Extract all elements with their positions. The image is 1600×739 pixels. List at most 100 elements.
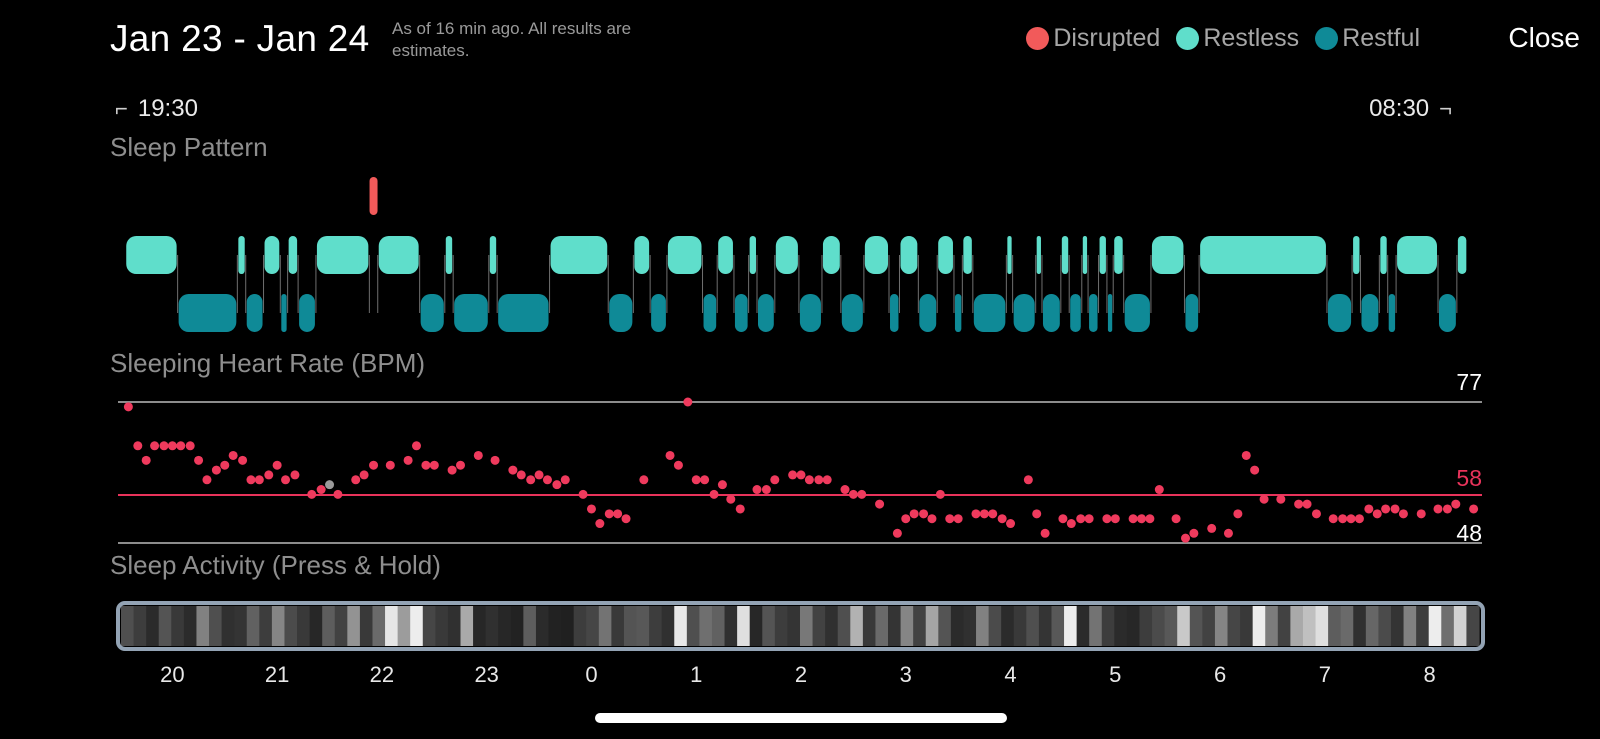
hr-point bbox=[613, 509, 623, 519]
hr-point bbox=[123, 402, 133, 412]
restless-segment bbox=[489, 236, 497, 274]
restless-segment bbox=[1036, 236, 1041, 274]
home-indicator[interactable] bbox=[595, 713, 1007, 723]
restful-dot-icon bbox=[1315, 27, 1339, 50]
tick-label: 3 bbox=[899, 662, 912, 687]
activity-bar bbox=[1152, 606, 1166, 646]
hr-point bbox=[490, 455, 500, 465]
activity-bar bbox=[221, 606, 235, 646]
activity-bar bbox=[1076, 606, 1090, 646]
restful-segment bbox=[246, 294, 263, 332]
hr-point bbox=[159, 441, 169, 451]
activity-bar bbox=[410, 606, 424, 646]
heart-rate-title: Sleeping Heart Rate (BPM) bbox=[110, 348, 426, 378]
hr-point bbox=[726, 494, 736, 504]
hr-point bbox=[1181, 533, 1191, 543]
hr-point bbox=[586, 504, 596, 514]
sleep-activity-chart[interactable] bbox=[116, 601, 1485, 651]
activity-bar bbox=[674, 606, 688, 646]
activity-bar bbox=[976, 606, 990, 646]
activity-bar bbox=[1403, 606, 1417, 646]
hr-point bbox=[526, 475, 536, 485]
activity-bar bbox=[146, 606, 160, 646]
hr-point bbox=[673, 460, 683, 470]
hr-point bbox=[840, 485, 850, 495]
activity-bar bbox=[1013, 606, 1027, 646]
activity-bar bbox=[1064, 606, 1078, 646]
activity-bar bbox=[913, 606, 927, 646]
hr-avg-label: 58 bbox=[1456, 465, 1482, 491]
close-button[interactable]: Close bbox=[1508, 22, 1580, 53]
activity-bar bbox=[699, 606, 713, 646]
activity-bar bbox=[1139, 606, 1153, 646]
activity-bar bbox=[246, 606, 260, 646]
hr-point bbox=[752, 485, 762, 495]
restless-segment bbox=[1353, 236, 1360, 274]
restless-segment bbox=[775, 236, 798, 274]
activity-bar bbox=[1315, 606, 1329, 646]
restful-segment bbox=[1438, 294, 1456, 332]
activity-bar bbox=[460, 606, 474, 646]
restless-segment bbox=[1099, 236, 1106, 274]
hr-point bbox=[1076, 514, 1086, 524]
hr-point bbox=[578, 489, 588, 499]
restful-segment bbox=[609, 294, 633, 332]
hr-point bbox=[351, 475, 361, 485]
hr-point bbox=[176, 441, 186, 451]
restless-dot-icon bbox=[1176, 27, 1200, 50]
restful-segment bbox=[178, 294, 237, 332]
hr-point bbox=[927, 514, 937, 524]
legend-restless-label: Restless bbox=[1203, 24, 1300, 52]
restful-segment bbox=[1070, 294, 1081, 332]
hr-point bbox=[456, 460, 465, 470]
activity-bar bbox=[950, 606, 965, 646]
restful-segment bbox=[1361, 294, 1379, 332]
hr-point bbox=[804, 475, 814, 485]
legend-disrupted: Disrupted bbox=[1026, 24, 1160, 53]
activity-bar bbox=[322, 606, 336, 646]
hr-point bbox=[473, 450, 483, 460]
hr-point bbox=[665, 450, 675, 460]
tick-label: 0 bbox=[585, 662, 598, 687]
hr-point bbox=[875, 499, 885, 509]
activity-bar bbox=[447, 606, 462, 646]
hr-point bbox=[909, 509, 919, 519]
activity-bar bbox=[1416, 606, 1430, 646]
hr-point bbox=[141, 455, 151, 465]
activity-title: Sleep Activity (Press & Hold) bbox=[110, 550, 441, 580]
hr-point bbox=[691, 475, 701, 485]
hr-point bbox=[290, 470, 300, 480]
activity-bar bbox=[309, 606, 323, 646]
activity-bar bbox=[963, 606, 977, 646]
activity-bar bbox=[209, 606, 223, 646]
restless-segment bbox=[718, 236, 733, 274]
activity-bar bbox=[1038, 606, 1053, 646]
activity-bar bbox=[183, 606, 198, 646]
activity-bar bbox=[271, 606, 286, 646]
activity-bar bbox=[598, 606, 612, 646]
hr-point bbox=[953, 514, 963, 524]
hr-point bbox=[333, 489, 343, 499]
restful-segment bbox=[841, 294, 863, 332]
legend-restful-label: Restful bbox=[1342, 24, 1420, 52]
activity-bar bbox=[724, 606, 738, 646]
activity-bar bbox=[1302, 606, 1317, 646]
hr-point bbox=[639, 475, 649, 485]
restful-segment bbox=[703, 294, 717, 332]
sleep-pattern-chart bbox=[126, 177, 1467, 332]
restful-segment bbox=[1327, 294, 1352, 332]
activity-bar bbox=[862, 606, 877, 646]
activity-bar bbox=[334, 606, 348, 646]
activity-bar bbox=[259, 606, 273, 646]
hr-point bbox=[892, 528, 902, 538]
hr-point bbox=[194, 455, 204, 465]
hr-point bbox=[700, 475, 710, 485]
activity-bar bbox=[774, 606, 789, 646]
hr-point bbox=[1276, 494, 1286, 504]
hr-point bbox=[281, 475, 291, 485]
hr-point bbox=[1433, 504, 1443, 514]
activity-bar bbox=[749, 606, 763, 646]
hr-point bbox=[1302, 499, 1312, 509]
hr-point bbox=[411, 441, 421, 451]
restless-segment bbox=[1397, 236, 1437, 274]
